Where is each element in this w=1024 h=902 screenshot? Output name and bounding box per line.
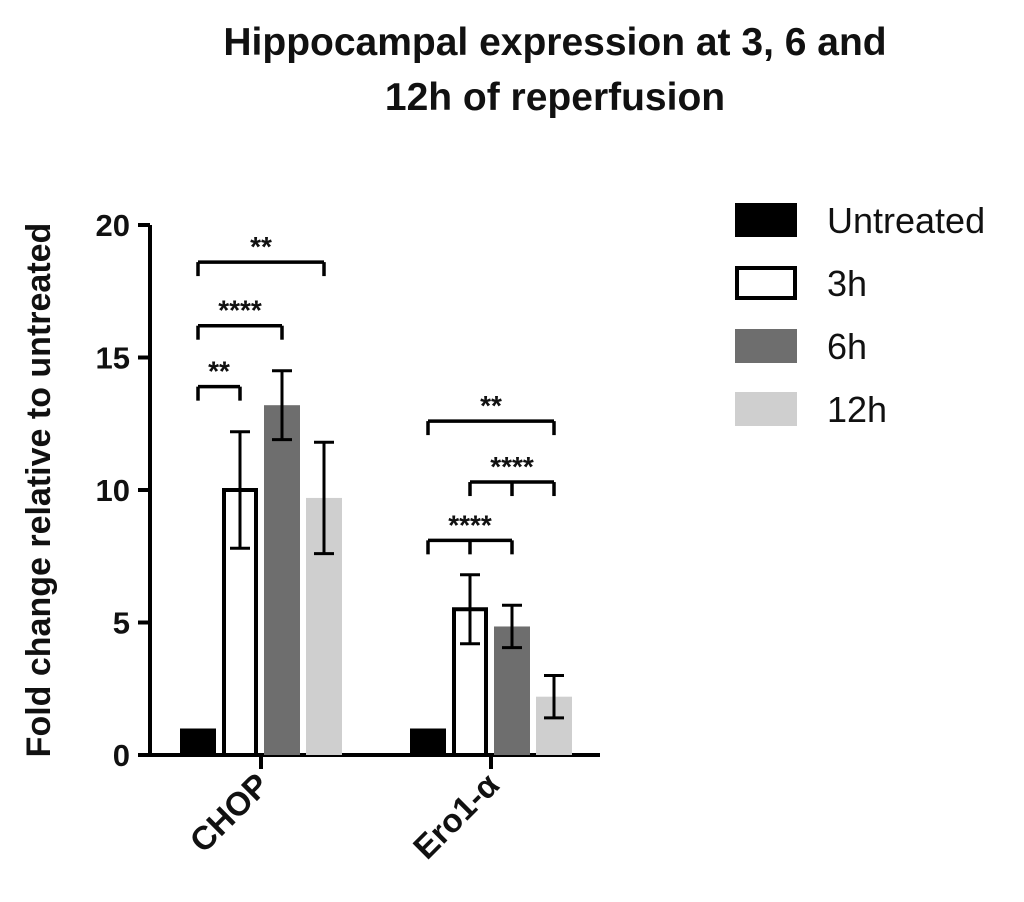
legend-swatch-1 [735, 266, 797, 300]
legend-label-2: 6h [827, 326, 867, 367]
chart-title-line-2: 12h of reperfusion [385, 76, 725, 119]
bar-0-1 [410, 728, 446, 755]
y-tick-label: 5 [113, 606, 130, 641]
chart-title-line-1: Hippocampal expression at 3, 6 and [223, 21, 886, 64]
legend-label-0: Untreated [827, 200, 985, 241]
legend-swatch-2 [735, 329, 797, 363]
legend: Untreated 3h 6h 12h [735, 200, 985, 430]
bar-2-0 [264, 405, 300, 755]
legend-swatch-0 [735, 203, 797, 237]
y-tick-label: 15 [96, 341, 130, 376]
significance-label-2: ** [250, 231, 272, 262]
x-tick-label: Ero1-α [406, 766, 506, 866]
y-tick-label: 20 [96, 208, 130, 243]
y-tick-label: 0 [113, 738, 130, 773]
significance-label-5: ** [480, 390, 502, 421]
legend-label-3: 12h [827, 389, 887, 430]
significance-label-1: **** [218, 295, 262, 326]
y-axis-label: Fold change relative to untreated [20, 223, 58, 758]
bar-0-0 [180, 728, 216, 755]
x-tick-label: CHOP [182, 766, 276, 860]
significance-label-0: ** [208, 356, 230, 387]
y-tick-label: 10 [96, 473, 130, 508]
significance-label-3: **** [448, 509, 492, 540]
significance-label-4: **** [490, 451, 534, 482]
legend-swatch-3 [735, 392, 797, 426]
legend-label-1: 3h [827, 263, 867, 304]
